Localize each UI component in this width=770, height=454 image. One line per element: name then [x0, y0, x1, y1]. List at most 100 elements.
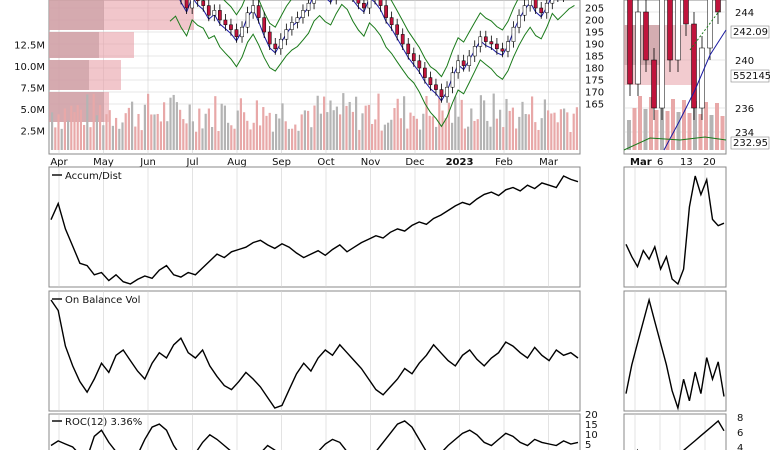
- volume-bar: [54, 127, 57, 150]
- candle-body: [522, 5, 527, 16]
- volume-bar: [70, 105, 73, 150]
- candle-body: [218, 10, 222, 21]
- volume-bar: [447, 102, 450, 150]
- price-tick-label: 170: [585, 88, 604, 99]
- weekly-volume-bar: [660, 98, 664, 150]
- volume-bar: [115, 117, 118, 150]
- volume-bar: [415, 118, 418, 150]
- volume-bar: [492, 93, 495, 150]
- roc-side-panel: [623, 413, 727, 454]
- volume-bar: [412, 115, 415, 150]
- volume-bar: [572, 113, 575, 150]
- weekly-volume-bar: [676, 112, 681, 150]
- weekly-date-label: 6: [657, 157, 663, 168]
- accum-dist-label: Accum/Dist: [65, 171, 122, 182]
- volume-bar: [198, 108, 201, 150]
- accum-dist-line: [50, 175, 579, 285]
- volume-bar: [83, 124, 86, 150]
- weekly-candle-body: [675, 0, 681, 61]
- volume-bar: [268, 112, 271, 150]
- volume-bar: [390, 119, 393, 150]
- volume-bar: [313, 105, 316, 150]
- candle-body: [400, 34, 405, 45]
- candle-body: [544, 2, 549, 14]
- volume-bar: [470, 108, 473, 150]
- volume-bar: [422, 113, 425, 150]
- weekly-volume-bar: [693, 101, 697, 150]
- volume-bar: [147, 93, 150, 150]
- roc-tick-label: 5: [585, 440, 591, 450]
- roc-label: ROC(12) 3.36%: [65, 417, 142, 428]
- volume-bar: [575, 107, 578, 150]
- candle-body: [356, 0, 361, 4]
- volume-bar: [182, 119, 185, 150]
- candle-body: [517, 14, 521, 28]
- volume-bar: [355, 96, 358, 150]
- month-label: May: [93, 157, 114, 168]
- volume-bar: [246, 120, 249, 150]
- volume-bar: [175, 102, 178, 150]
- candle-body: [533, 0, 538, 9]
- candle-body: [428, 77, 433, 86]
- weekly-tick-label: 236: [735, 104, 754, 115]
- volume-bar: [387, 122, 390, 150]
- volume-bar: [486, 120, 489, 150]
- weekly-volume-bar: [682, 100, 686, 150]
- obv-side-panel: [623, 290, 727, 412]
- volume-bars: [51, 93, 578, 150]
- candle-body: [389, 17, 394, 26]
- price-tick-label: 175: [585, 76, 604, 87]
- volume-bar: [505, 98, 508, 150]
- candle-body: [495, 43, 499, 50]
- volume-bar: [284, 121, 287, 150]
- volume-bar: [508, 110, 511, 150]
- volume-bar: [60, 128, 63, 150]
- weekly-volume-bar: [715, 103, 719, 150]
- candle-body: [483, 36, 488, 42]
- candle-body: [511, 26, 516, 42]
- weekly-volume-bar: [698, 114, 703, 150]
- roc-side-line: [635, 419, 725, 454]
- volume-bar: [326, 112, 329, 150]
- volume-bar: [489, 126, 492, 150]
- volume-tick-label: 10.0M: [14, 62, 45, 73]
- volume-bar: [172, 94, 175, 150]
- candle-body: [384, 5, 388, 18]
- volume-bar: [358, 129, 361, 150]
- candle-body: [406, 43, 411, 54]
- roc-side-tick-label: 6: [737, 428, 743, 439]
- volume-bar: [67, 120, 70, 150]
- volume-bar: [521, 101, 524, 150]
- volume-bar: [118, 128, 121, 150]
- volume-bar: [185, 123, 188, 150]
- price-tick-label: 190: [585, 40, 604, 51]
- volume-bar: [444, 118, 447, 150]
- price-tick-label: 165: [585, 100, 604, 111]
- price-tick-label: 200: [585, 16, 604, 27]
- volume-bar: [239, 98, 242, 150]
- volume-bar: [188, 104, 191, 150]
- weekly-volume-bar: [709, 115, 714, 150]
- volume-bar: [195, 131, 198, 150]
- weekly-date-axis: Mar 6 13 20: [630, 157, 716, 168]
- roc-tick-label: 10: [585, 430, 598, 441]
- volume-bar: [307, 110, 310, 150]
- candle-body: [539, 7, 544, 14]
- volume-bar: [380, 130, 383, 150]
- candle-body: [417, 60, 422, 69]
- candle-body: [290, 22, 294, 30]
- month-label: Jun: [139, 157, 156, 168]
- volume-bar: [275, 113, 278, 150]
- candle-body: [500, 48, 505, 52]
- volume-bar: [329, 100, 332, 150]
- volume-bar: [89, 127, 92, 150]
- volume-bar: [534, 122, 537, 150]
- volume-bar: [265, 115, 268, 150]
- volume-bar: [223, 105, 226, 150]
- candle-body: [467, 55, 472, 66]
- weekly-tick-label: 240: [735, 56, 754, 67]
- volume-bar: [310, 127, 313, 150]
- obv-label: On Balance Vol: [65, 295, 140, 306]
- volume-bar: [124, 113, 127, 150]
